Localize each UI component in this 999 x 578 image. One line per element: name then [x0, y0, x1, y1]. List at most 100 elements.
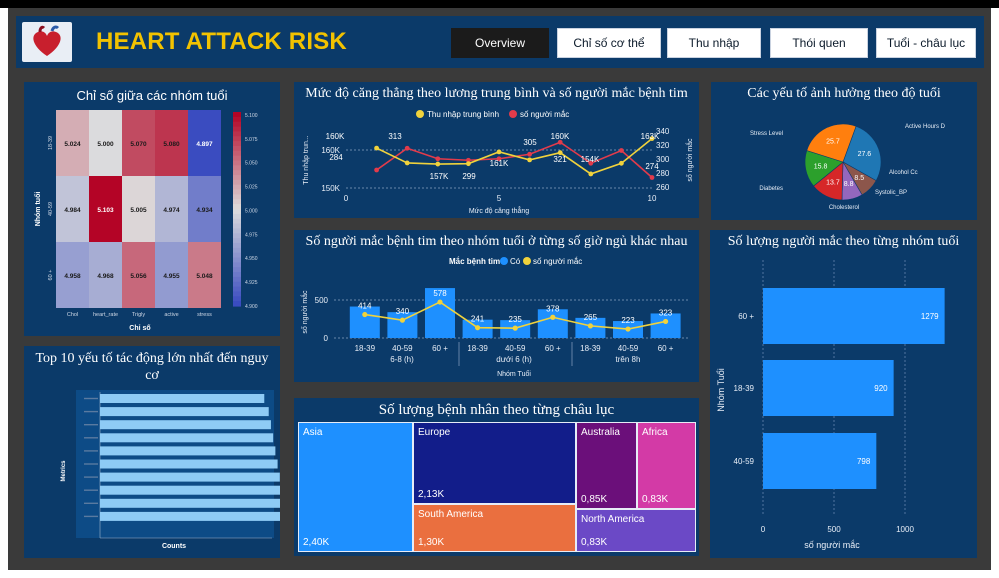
colorbar-segment [233, 281, 241, 288]
nav-age-continent-button[interactable]: Tuổi - châu lục [876, 28, 976, 58]
colorbar-segment [233, 252, 241, 259]
cases-point [619, 148, 624, 153]
heatmap-cell [56, 176, 89, 242]
heatmap-col-label: stress [197, 312, 212, 318]
y-tick: 0 [324, 334, 329, 343]
heatmap-title: Chỉ số giữa các nhóm tuổi [76, 88, 228, 103]
top10-panel: Top 10 yếu tố tác động lớn nhất đến nguy… [24, 346, 280, 558]
donut-slice-value: 13.7 [826, 179, 840, 186]
x-tick: 40-59 [505, 344, 526, 353]
heatmap-value: 5.024 [64, 141, 81, 148]
y-axis-title: số người mắc [300, 290, 309, 334]
treemap-tile-africa[interactable]: Africa 0,83K [637, 422, 696, 509]
heatmap-col-label: heart_rate [93, 312, 118, 318]
bar [100, 485, 280, 495]
heatmap-value: 4.934 [196, 207, 213, 214]
data-label: 241 [471, 315, 485, 324]
sleep-age-chart: Mắc bệnh tim Có số người mắc 500 0 số người m… [300, 257, 690, 378]
data-label: 160K [326, 132, 345, 141]
factors-donut-chart: 27.6 Active Hours D 8.5 Alcohol Cc 8.8 Systol… [750, 123, 946, 211]
income-point [557, 150, 563, 156]
line-point [550, 314, 556, 320]
bar [100, 420, 271, 430]
treemap-tile-asia[interactable]: Asia 2,40K [298, 422, 413, 552]
data-label: 157K [430, 172, 449, 181]
treemap-tile-south-america[interactable]: South America 1,30K [413, 504, 576, 552]
heatmap-value: 5.056 [130, 273, 147, 280]
top10-title: Top 10 yếu tố tác động lớn nhất đến nguy… [35, 351, 269, 383]
treemap-label: Asia [303, 427, 323, 438]
treemap-label: North America [581, 514, 645, 525]
colorbar-tick: 4.950 [245, 256, 258, 262]
colorbar-tick: 5.000 [245, 208, 258, 214]
heatmap-value: 4.974 [163, 207, 180, 214]
legend-income-marker [416, 110, 424, 118]
left-tick: 160K [321, 146, 340, 155]
data-label: 378 [546, 304, 560, 313]
top10-chart: Counts Metrics [61, 390, 280, 550]
nav-habits-button[interactable]: Thói quen [770, 28, 868, 58]
nav-overview-button[interactable]: Overview [451, 28, 549, 58]
data-label: 321 [553, 155, 567, 164]
y-tick: 40-59 [734, 457, 755, 466]
treemap-tile-europe[interactable]: Europe 2,13K [413, 422, 576, 504]
heatmap-x-axis-title: Chỉ số [129, 324, 151, 332]
colorbar-segment [233, 136, 241, 142]
donut-slice [806, 123, 857, 163]
x-tick: 60 + [432, 344, 448, 353]
heatmap-y-axis-title: Nhóm tuổi [34, 192, 42, 227]
donut-slice-label: Alcohol Cc [889, 170, 918, 176]
nav-body-metrics-button[interactable]: Chỉ số cơ thể [557, 28, 661, 58]
heatmap-value: 4.955 [163, 273, 180, 280]
x-tick: 60 + [658, 344, 674, 353]
factors-by-age-title: Các yếu tố ảnh hưởng theo độ tuổi [747, 86, 941, 101]
heatmap-cell [155, 110, 188, 176]
bar [100, 446, 276, 456]
left-axis-title: Thu nhập trun... [303, 135, 310, 184]
nav-income-button[interactable]: Thu nhập [667, 28, 761, 58]
treemap-label: Australia [581, 427, 620, 438]
right-tick: 300 [656, 155, 670, 164]
factors-by-age-panel: Các yếu tố ảnh hưởng theo độ tuổi 27.6 Ac… [711, 82, 977, 220]
heatmap-row-label: 60 + [48, 270, 54, 281]
colorbar-segment [233, 170, 241, 176]
colorbar-segment [233, 301, 241, 307]
y-tick: 18-39 [734, 384, 755, 393]
data-label: 154K [581, 155, 600, 164]
colorbar-segment [233, 272, 241, 278]
legend-title: Mắc bệnh tim [449, 257, 500, 266]
x-tick: 0 [344, 194, 349, 203]
colorbar-segment [233, 242, 241, 249]
x-tick: 60 + [545, 344, 561, 353]
x-axis-title: số người mắc [804, 540, 860, 550]
heatmap-cell [89, 176, 122, 242]
treemap-tile-australia[interactable]: Australia 0,85K [576, 422, 637, 509]
stress-income-chart: Thu nhập trung bình số người mắc 160K 150K 3… [303, 110, 694, 215]
colorbar-segment [233, 233, 241, 239]
bar [100, 511, 280, 521]
continent-treemap: Asia 2,40K Europe 2,13K South America 1,… [298, 422, 696, 552]
data-label: 313 [388, 132, 402, 141]
bar [537, 309, 568, 338]
x-axis-title: Counts [162, 543, 186, 550]
treemap-label: Europe [418, 427, 451, 438]
colorbar-segment [233, 194, 241, 200]
heatmap-col-label: active [164, 312, 178, 318]
treemap-tile-north-america[interactable]: North America 0,83K [576, 509, 696, 552]
heatmap-cell [188, 176, 221, 242]
bar [763, 360, 894, 416]
heatmap-value: 5.080 [163, 141, 180, 148]
heatmap-col-label: Trigly [132, 312, 145, 318]
colorbar-segment [233, 257, 241, 263]
line-point [437, 299, 443, 305]
data-label: 161K [490, 159, 509, 168]
colorbar-segment [233, 199, 241, 205]
cases-line [376, 141, 653, 179]
heatmap-cell [188, 110, 221, 176]
cases-point [496, 156, 502, 162]
colorbar-segment [233, 150, 241, 157]
colorbar-segment [233, 126, 241, 132]
donut-slice-value: 8.5 [854, 175, 864, 182]
bar [100, 472, 280, 482]
